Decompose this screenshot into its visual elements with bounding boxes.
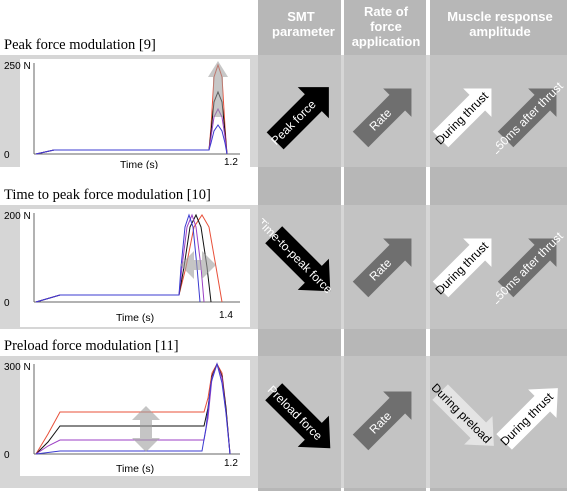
row-3-muscle-arrow-2-text: During thrust xyxy=(498,390,557,449)
row-1-rate-arrow: Rate xyxy=(352,88,412,148)
row-3-title: Preload force modulation [11] xyxy=(4,338,179,354)
row-3-smt-arrow-text: Preload force xyxy=(265,383,326,444)
row-1-curve-blue xyxy=(35,124,228,155)
row-1-muscle-arrow-1: During thrust xyxy=(433,89,492,148)
row-1-y-zero: 0 xyxy=(4,150,10,161)
row-2-title: Time to peak force modulation [10] xyxy=(4,187,211,203)
row-2-y-zero: 0 xyxy=(4,298,10,309)
row-3-plot: 300 N 0 Time (s) 1.2 xyxy=(4,360,250,476)
row-2-x-label: Time (s) xyxy=(116,312,154,324)
row-3-muscle-arrow-1: During preload xyxy=(432,381,494,447)
row-2-smt-arrow: Time-to-peak force xyxy=(262,218,336,297)
row-1-modulation-arrow xyxy=(208,61,228,117)
row-3-curve-blue xyxy=(35,362,231,455)
row-1-plot: 250 N 0 Time (s) 1.2 xyxy=(4,59,250,169)
row-3-muscle-arrow-2: During thrust xyxy=(496,388,558,450)
row-3-smt-arrow: Preload force xyxy=(265,383,331,449)
row-2-y-max: 200 N xyxy=(4,211,31,222)
row-1-x-label: Time (s) xyxy=(120,159,158,169)
row-3-x-end: 1.2 xyxy=(224,458,238,469)
row-3-y-max: 300 N xyxy=(4,362,31,373)
header-smt-parameter: SMT parameter xyxy=(272,9,335,39)
row-2-curve-blue xyxy=(35,213,201,303)
row-3-rate-arrow: Rate xyxy=(352,391,412,451)
row-2-rate-arrow: Rate xyxy=(352,238,412,298)
row-2-smt-arrow-text: Time-to-peak force xyxy=(262,218,336,297)
row-3-muscle-arrow-1-text: During preload xyxy=(432,381,494,447)
row-3-x-label: Time (s) xyxy=(116,463,154,475)
header-rate-of-force: Rate of force application xyxy=(351,4,421,49)
row-1-smt-arrow-text: Peak force xyxy=(268,97,319,148)
row-1-smt-arrow: Peak force xyxy=(266,87,329,150)
row-2-x-end: 1.4 xyxy=(219,310,233,321)
row-3-modulation-arrow xyxy=(132,406,160,452)
row-2-muscle-arrow-2: 250ms after thrust xyxy=(496,229,566,304)
row-1-muscle-arrow-2: 250ms after thrust xyxy=(496,79,566,154)
row-2-muscle-arrow-1-text: During thrust xyxy=(433,239,492,298)
row-1-y-max: 250 N xyxy=(4,61,31,72)
row-1-x-end: 1.2 xyxy=(224,157,238,168)
row-2-modulation-arrow xyxy=(180,251,216,279)
header-muscle-response: Muscle response amplitude xyxy=(447,9,553,39)
row-2-plot: 200 N 0 Time (s) 1.4 xyxy=(4,209,250,327)
row-3-y-zero: 0 xyxy=(4,450,10,461)
row-1-muscle-arrow-1-text: During thrust xyxy=(433,89,492,148)
row-2-muscle-arrow-1: During thrust xyxy=(433,239,492,298)
row-1-title: Peak force modulation [9] xyxy=(4,37,156,53)
